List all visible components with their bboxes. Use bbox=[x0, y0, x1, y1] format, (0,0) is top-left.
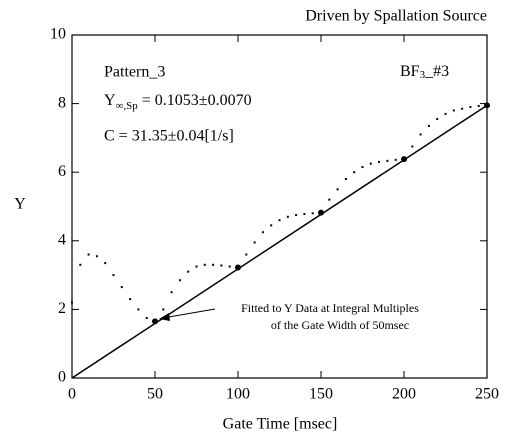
x-tick-label: 100 bbox=[226, 386, 250, 403]
data-point bbox=[369, 162, 372, 165]
data-point bbox=[311, 212, 314, 215]
annotation-subscript: ∞,Sp bbox=[116, 100, 139, 112]
data-point bbox=[120, 286, 123, 289]
y-tick-label: 2 bbox=[58, 300, 66, 317]
data-point bbox=[212, 263, 215, 266]
data-point bbox=[361, 166, 364, 169]
data-point bbox=[461, 107, 464, 110]
data-point bbox=[270, 224, 273, 227]
data-point bbox=[228, 265, 231, 268]
data-point bbox=[162, 308, 165, 311]
data-point bbox=[328, 198, 331, 201]
data-point bbox=[286, 215, 289, 218]
x-tick-label: 250 bbox=[475, 386, 499, 403]
x-axis-label: Gate Time [msec] bbox=[223, 416, 338, 433]
data-point bbox=[129, 298, 132, 301]
data-point bbox=[170, 291, 173, 294]
annotation-part: Y bbox=[104, 92, 116, 109]
data-point bbox=[336, 188, 339, 191]
data-point bbox=[253, 241, 256, 244]
annotation: BF3_#3 bbox=[400, 63, 449, 81]
annotation-part: = 0.1053±0.0070 bbox=[138, 92, 252, 109]
data-point bbox=[278, 219, 281, 222]
x-tick-label: 200 bbox=[392, 386, 416, 403]
data-point bbox=[145, 316, 148, 319]
annotation-part: _#3 bbox=[424, 63, 449, 80]
fit-line bbox=[71, 104, 488, 379]
data-point bbox=[477, 105, 480, 108]
data-point bbox=[295, 214, 298, 217]
data-point bbox=[469, 106, 472, 109]
fitted-point bbox=[235, 264, 241, 271]
x-tick-label: 150 bbox=[309, 386, 333, 403]
data-point bbox=[112, 274, 115, 277]
data-point bbox=[436, 118, 439, 121]
x-tick-label: 0 bbox=[68, 386, 76, 403]
data-point bbox=[178, 279, 181, 282]
fitted-point bbox=[401, 156, 407, 163]
y-axis-label: Y bbox=[14, 196, 26, 213]
fitted-point bbox=[318, 209, 324, 216]
data-point bbox=[195, 265, 198, 268]
data-point bbox=[427, 124, 430, 127]
data-point bbox=[187, 270, 190, 273]
annotation: Fitted to Y Data at Integral Multiples bbox=[241, 301, 419, 315]
y-tick-label: 10 bbox=[50, 26, 66, 43]
data-point bbox=[444, 112, 447, 115]
y-tick-label: 0 bbox=[58, 369, 66, 386]
y-tick-label: 6 bbox=[58, 163, 66, 180]
data-point bbox=[303, 213, 306, 216]
data-point bbox=[419, 133, 422, 136]
annotation-subscript: 3 bbox=[420, 69, 426, 81]
annotation: of the Gate Width of 50msec bbox=[271, 318, 409, 332]
fitted-point bbox=[484, 102, 490, 109]
plot-frame bbox=[71, 34, 488, 379]
y-tick-label: 8 bbox=[58, 94, 66, 111]
fitted-point bbox=[152, 318, 158, 325]
data-point bbox=[378, 160, 381, 163]
data-point bbox=[261, 231, 264, 234]
annotation-part: BF bbox=[400, 63, 420, 80]
data-point bbox=[220, 264, 223, 267]
data-point bbox=[137, 308, 140, 311]
data-point bbox=[95, 255, 98, 258]
data-point bbox=[394, 158, 397, 161]
y-tick-label: 4 bbox=[58, 231, 66, 248]
annotation: Pattern_3 bbox=[104, 64, 165, 81]
annotation: C = 31.35±0.04[1/s] bbox=[104, 128, 234, 145]
data-point bbox=[353, 171, 356, 174]
data-point bbox=[104, 262, 107, 265]
x-tick-label: 50 bbox=[147, 386, 163, 403]
data-point bbox=[71, 301, 73, 304]
data-point bbox=[411, 145, 414, 148]
data-point bbox=[452, 109, 455, 112]
data-point bbox=[344, 178, 347, 181]
annotation-arrow bbox=[162, 308, 216, 319]
data-point bbox=[203, 263, 206, 266]
data-point bbox=[79, 263, 82, 266]
annotation: Y∞,Sp = 0.1053±0.0070 bbox=[104, 92, 252, 112]
data-point bbox=[87, 253, 90, 256]
data-point bbox=[245, 253, 248, 256]
chart-title: Driven by Spallation Source bbox=[305, 8, 487, 25]
data-point bbox=[386, 159, 389, 162]
